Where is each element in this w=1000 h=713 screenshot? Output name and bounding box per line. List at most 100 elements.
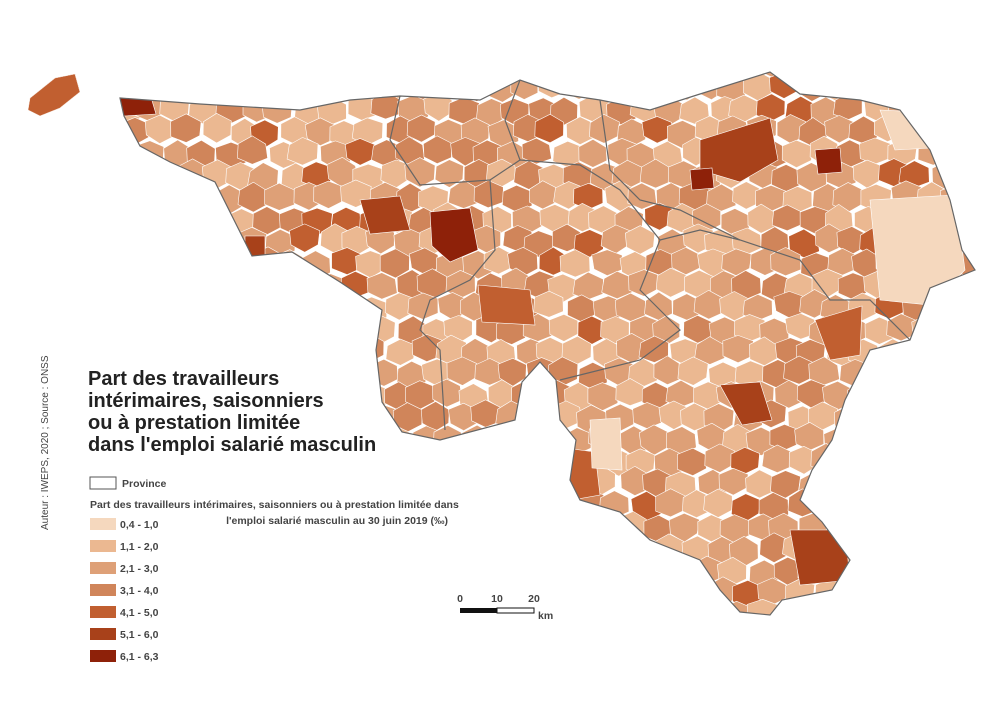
municipality <box>462 73 492 102</box>
municipality <box>40 245 70 275</box>
municipality <box>172 558 201 588</box>
municipality <box>342 579 371 608</box>
municipality <box>147 70 175 99</box>
municipality <box>853 160 882 188</box>
municipality <box>165 535 194 563</box>
municipality <box>190 184 220 211</box>
municipality <box>905 427 934 455</box>
municipality <box>329 556 359 584</box>
municipality <box>105 230 135 256</box>
municipality <box>447 448 477 475</box>
municipality <box>7 139 37 166</box>
municipality <box>810 51 840 79</box>
municipality <box>460 601 489 628</box>
municipality <box>301 468 331 495</box>
municipality <box>682 581 711 608</box>
municipality <box>462 425 492 453</box>
municipality <box>851 426 881 453</box>
municipality <box>957 471 986 499</box>
municipality <box>3 361 30 391</box>
municipality <box>958 511 986 537</box>
municipality <box>939 139 970 165</box>
municipality <box>171 469 200 497</box>
municipality <box>31 535 61 563</box>
municipality <box>930 512 960 539</box>
municipality <box>954 384 983 411</box>
municipality <box>547 580 578 609</box>
municipality <box>838 50 869 78</box>
municipality <box>928 600 957 629</box>
municipality <box>329 467 358 494</box>
municipality <box>395 443 424 471</box>
municipality <box>984 601 1000 629</box>
municipality <box>188 51 217 78</box>
municipality <box>888 54 918 82</box>
municipality <box>174 292 203 320</box>
legend-label: 3,1 - 4,0 <box>120 585 159 597</box>
municipality <box>619 74 649 102</box>
municipality <box>49 337 79 365</box>
legend-heading: l'emploi salarié masculin au 30 juin 201… <box>226 515 448 527</box>
legend-label: 0,4 - 1,0 <box>120 519 159 531</box>
municipality <box>196 338 226 366</box>
municipality <box>328 381 358 408</box>
municipality <box>980 290 1000 319</box>
municipality <box>139 274 168 302</box>
municipality <box>93 159 124 186</box>
municipality <box>970 448 1000 475</box>
municipality <box>474 533 503 563</box>
municipality <box>902 559 931 587</box>
municipality <box>643 560 672 587</box>
municipality <box>138 227 167 253</box>
municipality <box>580 48 608 77</box>
municipality <box>33 275 61 301</box>
municipality <box>970 95 1000 123</box>
municipality <box>421 578 449 605</box>
municipality <box>788 51 817 81</box>
municipality <box>916 359 945 387</box>
municipality <box>86 271 114 298</box>
municipality <box>631 50 660 77</box>
municipality <box>512 427 542 455</box>
municipality <box>359 384 389 411</box>
municipality <box>967 361 997 387</box>
municipality <box>539 470 568 497</box>
municipality <box>126 297 154 325</box>
municipality <box>188 535 219 562</box>
municipality <box>331 290 361 319</box>
municipality <box>591 598 620 627</box>
municipality <box>579 139 607 167</box>
municipality <box>991 95 1000 124</box>
legend-swatch <box>90 606 116 618</box>
municipality <box>517 553 546 583</box>
municipality <box>930 334 958 362</box>
municipality <box>944 318 974 345</box>
municipality <box>538 424 567 452</box>
municipality <box>444 536 472 563</box>
municipality <box>31 50 60 78</box>
municipality <box>45 119 75 147</box>
title-line: Part des travailleurs <box>88 368 279 390</box>
municipality <box>926 380 956 407</box>
municipality <box>511 472 541 500</box>
municipality <box>825 600 855 627</box>
municipality <box>158 582 188 609</box>
municipality <box>913 538 941 565</box>
municipality <box>7 228 37 256</box>
municipality <box>992 536 1000 565</box>
municipality <box>560 602 591 631</box>
municipality <box>384 559 413 585</box>
municipality <box>48 511 76 540</box>
municipality <box>384 599 413 627</box>
municipality <box>41 292 70 321</box>
municipality <box>136 316 167 344</box>
municipality <box>850 74 880 102</box>
municipality <box>209 312 239 341</box>
municipality <box>880 379 909 409</box>
municipality <box>991 490 1000 517</box>
municipality <box>926 554 954 582</box>
municipality <box>121 164 150 190</box>
municipality <box>202 205 231 233</box>
municipality <box>595 73 623 101</box>
municipality <box>72 160 101 189</box>
